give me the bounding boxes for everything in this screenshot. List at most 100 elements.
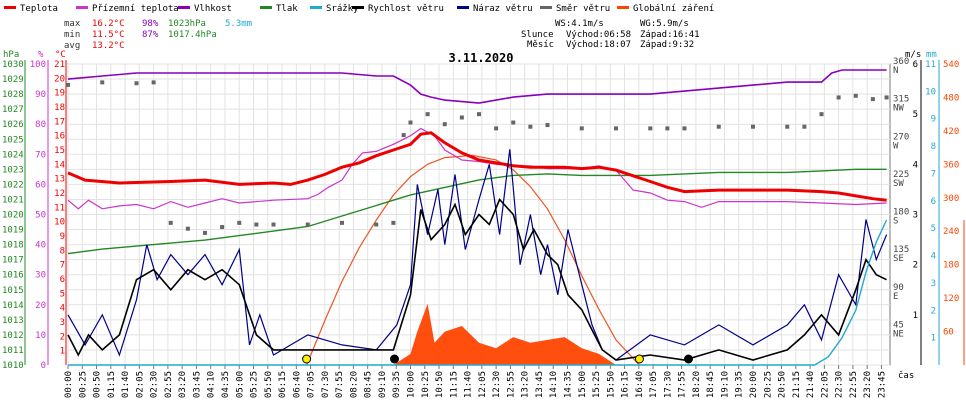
series-teoreticke-zareni: [306, 154, 640, 366]
moonrise-marker: [683, 354, 693, 364]
temperature-tick: 1: [60, 347, 65, 357]
x-tick-label: 09:35: [392, 371, 402, 398]
legend-label-0: Teplota: [20, 4, 58, 14]
pressure-tick: 1014: [2, 301, 24, 311]
humidity-tick: 20: [35, 301, 46, 311]
legend-swatch-1: [76, 6, 88, 9]
wind-direction-point: [648, 126, 653, 131]
humidity-tick: 0: [41, 361, 46, 371]
direction-dir-label: E: [893, 292, 898, 302]
wind-direction-point: [884, 95, 889, 100]
x-tick-label: 11:40: [464, 371, 474, 398]
wind-direction-point: [716, 124, 721, 129]
rain-tick: 3: [931, 279, 936, 289]
x-tick-label: 05:50: [264, 371, 274, 398]
x-tick-label: 18:20: [692, 371, 702, 398]
wind-tick: 6: [913, 60, 918, 70]
direction-dir-label: SW: [893, 179, 904, 189]
rain-tick: 9: [931, 115, 936, 125]
pressure-tick: 1012: [2, 331, 24, 341]
temperature-tick: 18: [54, 103, 65, 113]
direction-dir-label: W: [893, 141, 899, 151]
x-tick-label: 00:00: [64, 371, 74, 398]
temperature-tick: 10: [54, 218, 65, 228]
radiation-tick: 240: [943, 227, 959, 237]
humidity-tick: 30: [35, 271, 46, 281]
x-tick-label: 16:15: [621, 371, 631, 398]
stats-min-label: min: [64, 30, 80, 40]
info-sun-set: Západ:16:41: [640, 30, 700, 40]
pressure-tick: 1022: [2, 180, 24, 190]
wind-direction-point: [528, 124, 533, 129]
pressure-tick: 1015: [2, 286, 24, 296]
wind-direction-point: [785, 124, 790, 129]
info-moon-label: Měsíc: [527, 40, 554, 50]
info-ws: WS:4.1m/s: [555, 19, 604, 29]
sunset-marker: [634, 354, 644, 364]
pressure-tick: 1024: [2, 150, 24, 160]
x-tick-label: 21:15: [792, 371, 802, 398]
stats-max-temp: 16.2°C: [92, 19, 125, 29]
rain-tick: 11: [925, 60, 936, 70]
pressure-tick: 1019: [2, 226, 24, 236]
x-tick-label: 22:30: [835, 371, 845, 398]
wind-direction-point: [836, 95, 841, 100]
x-tick-label: 08:45: [364, 371, 374, 398]
temperature-tick: 9: [60, 232, 65, 242]
legend-swatch-8: [617, 6, 629, 9]
x-tick-label: 12:30: [492, 371, 502, 398]
temperature-tick: 8: [60, 246, 65, 256]
temperature-tick: 17: [54, 117, 65, 127]
legend-swatch-4: [310, 6, 322, 9]
wind-tick: 3: [913, 211, 918, 221]
x-tick-label: 19:35: [735, 371, 745, 398]
pressure-tick: 1025: [2, 135, 24, 145]
series-layer: [66, 69, 889, 366]
pressure-tick: 1028: [2, 90, 24, 100]
legend: Teplota Přízemní teplota Vlhkost Tlak Srážky…: [4, 4, 714, 14]
temperature-tick: 20: [54, 74, 65, 84]
direction-deg-label: 135: [893, 245, 909, 255]
direction-deg-label: 90: [893, 283, 904, 293]
x-tick-label: 04:10: [207, 371, 217, 398]
humidity-tick: 70: [35, 150, 46, 160]
x-tick-label: 14:35: [563, 371, 573, 398]
temperature-tick: 6: [60, 275, 65, 285]
wind-direction-point: [254, 222, 259, 227]
temperature-tick: 12: [54, 189, 65, 199]
humidity-tick: 90: [35, 90, 46, 100]
legend-label-1: Přízemní teplota: [92, 4, 179, 14]
rain-tick: 1: [931, 334, 936, 344]
radiation-tick: 300: [943, 194, 959, 204]
x-tick-label: 11:15: [449, 371, 459, 398]
wind-direction-point: [220, 225, 225, 230]
wind-direction-point: [545, 123, 550, 128]
rain-tick: 4: [931, 252, 936, 262]
pressure-tick: 1018: [2, 241, 24, 251]
x-tick-label: 10:25: [421, 371, 431, 398]
stats-max-label: max: [64, 19, 81, 29]
radiation-tick: 360: [943, 160, 959, 170]
rain-tick: 6: [931, 197, 936, 207]
wind-direction-point: [665, 126, 670, 131]
x-tick-label: 17:30: [663, 371, 673, 398]
wind-direction-point: [853, 93, 858, 98]
series-srazky: [68, 219, 888, 366]
pressure-tick: 1021: [2, 195, 24, 205]
wind-direction-point: [134, 81, 139, 86]
wind-direction-point: [151, 80, 156, 85]
series-tlak: [67, 168, 887, 255]
x-tick-label: 18:45: [706, 371, 716, 398]
wind-direction-point: [870, 97, 875, 102]
wind-direction-point: [340, 220, 344, 225]
rain-tick: 5: [931, 224, 936, 234]
legend-swatch-5: [352, 6, 364, 9]
direction-dir-label: SE: [893, 254, 904, 264]
x-tick-label: 20:50: [778, 371, 788, 398]
stats-max-rain: 5.3mm: [225, 19, 252, 29]
sunrise-marker: [302, 354, 312, 364]
wind-tick: 2: [913, 261, 918, 271]
temperature-tick: 11: [54, 203, 65, 213]
stats-avg-label: avg: [64, 41, 80, 51]
wind-direction-point: [185, 226, 190, 231]
